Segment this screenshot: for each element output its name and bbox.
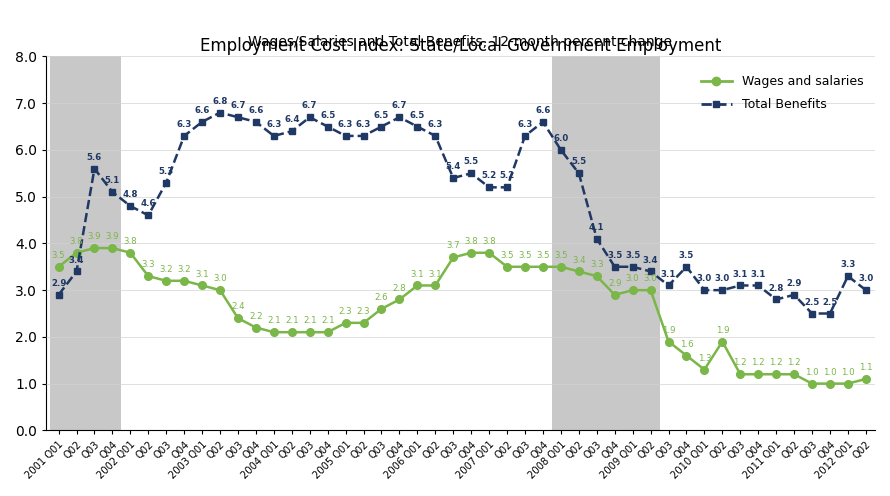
Text: 2.1: 2.1 — [285, 316, 299, 325]
Title: Employment Cost Index: State/Local Government Employment: Employment Cost Index: State/Local Gover… — [199, 37, 721, 55]
Text: 2.1: 2.1 — [321, 316, 335, 325]
Text: 2.9: 2.9 — [787, 279, 802, 288]
Text: 5.1: 5.1 — [105, 176, 120, 185]
Text: 1.9: 1.9 — [662, 325, 676, 335]
Text: 6.7: 6.7 — [392, 101, 408, 110]
Text: 3.5: 3.5 — [554, 251, 568, 260]
Text: 3.5: 3.5 — [500, 251, 514, 260]
Text: 1.2: 1.2 — [751, 358, 765, 368]
Text: 3.5: 3.5 — [679, 251, 694, 260]
Text: 4.6: 4.6 — [141, 199, 156, 208]
Text: 6.3: 6.3 — [266, 120, 281, 129]
Text: 6.3: 6.3 — [517, 120, 533, 129]
Text: 3.3: 3.3 — [840, 260, 855, 269]
Text: 3.0: 3.0 — [643, 274, 658, 283]
Text: 3.1: 3.1 — [750, 269, 766, 279]
Text: 5.4: 5.4 — [446, 162, 461, 171]
Text: 2.1: 2.1 — [267, 316, 280, 325]
Text: 3.1: 3.1 — [410, 269, 425, 279]
Text: 3.5: 3.5 — [536, 251, 550, 260]
Text: 3.1: 3.1 — [195, 269, 209, 279]
Text: 3.0: 3.0 — [715, 274, 730, 283]
Text: 4.1: 4.1 — [589, 223, 604, 232]
Text: 3.0: 3.0 — [626, 274, 640, 283]
Text: Wages/Salaries and Total Benefits, 12-month percent change: Wages/Salaries and Total Benefits, 12-mo… — [248, 35, 673, 49]
Text: 6.3: 6.3 — [338, 120, 353, 129]
Text: 2.8: 2.8 — [768, 284, 784, 293]
Text: 2.3: 2.3 — [339, 307, 352, 316]
Text: 1.2: 1.2 — [788, 358, 801, 368]
Text: 3.5: 3.5 — [52, 251, 65, 260]
Text: 5.2: 5.2 — [481, 172, 497, 181]
Text: 3.8: 3.8 — [482, 237, 496, 246]
Text: 3.1: 3.1 — [732, 269, 748, 279]
Text: 3.4: 3.4 — [643, 255, 659, 264]
Text: 1.2: 1.2 — [733, 358, 747, 368]
Text: 6.3: 6.3 — [427, 120, 443, 129]
Text: 3.5: 3.5 — [625, 251, 640, 260]
Text: 5.5: 5.5 — [571, 157, 587, 166]
Text: 3.0: 3.0 — [214, 274, 227, 283]
Text: 6.0: 6.0 — [554, 134, 569, 143]
Text: 3.7: 3.7 — [447, 242, 460, 250]
Text: 3.4: 3.4 — [572, 255, 586, 264]
Text: 2.9: 2.9 — [51, 279, 66, 288]
Text: 1.9: 1.9 — [716, 325, 729, 335]
Text: 6.4: 6.4 — [284, 115, 300, 124]
Text: 6.5: 6.5 — [409, 111, 425, 120]
Text: 4.8: 4.8 — [123, 190, 138, 199]
Text: 5.5: 5.5 — [464, 157, 479, 166]
Text: 2.4: 2.4 — [231, 302, 245, 311]
Text: 3.4: 3.4 — [69, 255, 85, 264]
Text: 1.0: 1.0 — [841, 368, 854, 376]
Legend: Wages and salaries, Total Benefits: Wages and salaries, Total Benefits — [696, 70, 869, 116]
Text: 6.5: 6.5 — [320, 111, 336, 120]
Text: 6.8: 6.8 — [213, 97, 228, 106]
Text: 6.3: 6.3 — [356, 120, 371, 129]
Text: 6.6: 6.6 — [248, 106, 263, 115]
Text: 1.6: 1.6 — [680, 340, 693, 349]
Bar — [50, 57, 121, 431]
Text: 3.1: 3.1 — [661, 269, 676, 279]
Text: 2.5: 2.5 — [805, 298, 820, 307]
Text: 3.9: 3.9 — [88, 232, 101, 241]
Text: 3.8: 3.8 — [69, 237, 84, 246]
Text: 6.3: 6.3 — [176, 120, 192, 129]
Text: 6.5: 6.5 — [374, 111, 389, 120]
Text: 6.6: 6.6 — [535, 106, 551, 115]
Text: 3.5: 3.5 — [518, 251, 532, 260]
Text: 3.0: 3.0 — [858, 274, 873, 283]
Text: 3.9: 3.9 — [106, 232, 119, 241]
Text: 6.6: 6.6 — [194, 106, 210, 115]
Text: 3.1: 3.1 — [428, 269, 442, 279]
Text: 5.3: 5.3 — [158, 167, 174, 176]
Text: 1.2: 1.2 — [769, 358, 783, 368]
Text: 3.2: 3.2 — [159, 265, 173, 274]
Text: 3.3: 3.3 — [142, 260, 155, 269]
Text: 2.5: 2.5 — [822, 298, 837, 307]
Text: 3.5: 3.5 — [607, 251, 622, 260]
Text: 1.0: 1.0 — [805, 368, 819, 376]
Text: 3.8: 3.8 — [124, 237, 137, 246]
Text: 2.6: 2.6 — [375, 293, 388, 302]
Text: 2.1: 2.1 — [303, 316, 317, 325]
Text: 2.3: 2.3 — [357, 307, 370, 316]
Text: 3.0: 3.0 — [697, 274, 712, 283]
Text: 5.2: 5.2 — [499, 172, 514, 181]
Text: 2.9: 2.9 — [608, 279, 621, 288]
Text: 3.3: 3.3 — [590, 260, 603, 269]
Text: 6.7: 6.7 — [231, 101, 246, 110]
Text: 2.2: 2.2 — [249, 311, 263, 320]
Text: 1.3: 1.3 — [698, 354, 711, 363]
Text: 1.0: 1.0 — [823, 368, 837, 376]
Bar — [552, 57, 659, 431]
Text: 6.7: 6.7 — [302, 101, 318, 110]
Text: 3.2: 3.2 — [177, 265, 191, 274]
Text: 3.8: 3.8 — [465, 237, 478, 246]
Text: 1.1: 1.1 — [859, 363, 873, 372]
Text: 5.6: 5.6 — [87, 153, 102, 162]
Text: 2.8: 2.8 — [392, 284, 406, 293]
